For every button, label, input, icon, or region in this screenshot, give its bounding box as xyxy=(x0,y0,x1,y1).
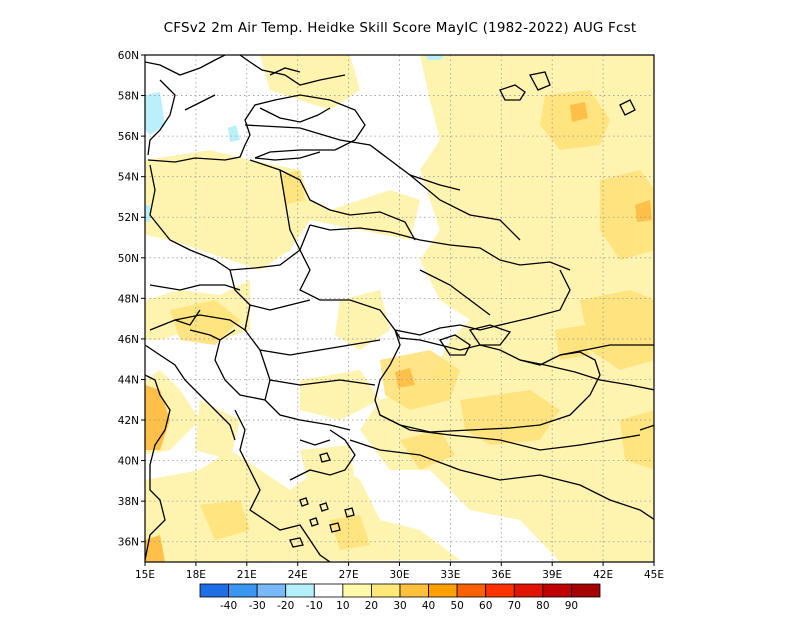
latitude-label: 36N xyxy=(118,537,139,549)
longitude-label: 18E xyxy=(186,569,206,581)
longitude-label: 21E xyxy=(237,569,257,581)
colorbar-swatch xyxy=(342,583,372,598)
colorbar-label: 30 xyxy=(393,600,406,612)
colorbar-swatch xyxy=(542,583,572,598)
coastlines-and-borders xyxy=(145,55,654,562)
longitude-label: 36E xyxy=(491,569,511,581)
colorbar-swatch xyxy=(399,583,429,598)
colorbar-label: -30 xyxy=(249,600,266,612)
colorbar-label: 80 xyxy=(536,600,549,612)
colorbar-label: 10 xyxy=(336,600,349,612)
latitude-label: 58N xyxy=(118,91,139,103)
colorbar-swatch xyxy=(485,583,515,598)
colorbar-swatch xyxy=(371,583,401,598)
latitude-label: 46N xyxy=(118,334,139,346)
colorbar-label: -20 xyxy=(277,600,294,612)
latitude-label: 60N xyxy=(118,50,139,62)
longitude-label: 42E xyxy=(593,569,613,581)
map-title: CFSv2 2m Air Temp. Heidke Skill Score Ma… xyxy=(163,20,637,36)
latitude-labels: 60N 58N 56N 54N 52N 50N 48N 46N 44N 42N 40N 38N 36N xyxy=(118,50,145,549)
latitude-label: 52N xyxy=(118,212,139,224)
colorbar-swatch xyxy=(571,583,601,598)
colorbar-label: -40 xyxy=(220,600,237,612)
latitude-label: 48N xyxy=(118,293,139,305)
colorbar: -40 -30 -20 -10 10 20 30 40 50 60 70 80 90 xyxy=(199,583,601,612)
latitude-label: 54N xyxy=(118,172,139,184)
colorbar-label: 40 xyxy=(422,600,435,612)
colorbar-label: -10 xyxy=(306,600,323,612)
latitude-label: 44N xyxy=(118,374,139,386)
colorbar-swatch xyxy=(256,583,287,598)
longitude-label: 33E xyxy=(440,569,460,581)
longitude-label: 39E xyxy=(542,569,562,581)
colorbar-swatch xyxy=(513,583,544,598)
longitude-labels: 15E 18E 21E 24E 27E 30E 33E 36E 39E 42E 45E xyxy=(135,562,664,581)
colorbar-swatch xyxy=(456,583,487,598)
colorbar-label: 60 xyxy=(479,600,492,612)
colorbar-swatch xyxy=(199,583,229,598)
longitude-label: 27E xyxy=(339,569,359,581)
latitude-label: 42N xyxy=(118,415,139,427)
latitude-label: 50N xyxy=(118,253,139,265)
colorbar-swatch xyxy=(313,583,344,598)
colorbar-swatch xyxy=(428,583,458,598)
colorbar-label: 20 xyxy=(365,600,378,612)
longitude-label: 30E xyxy=(390,569,410,581)
colorbar-swatch xyxy=(285,583,315,598)
colorbar-label: 90 xyxy=(565,600,578,612)
latitude-label: 56N xyxy=(118,131,139,143)
colorbar-swatch xyxy=(228,583,258,598)
longitude-label: 45E xyxy=(644,569,664,581)
latitude-label: 40N xyxy=(118,456,139,468)
latitude-label: 38N xyxy=(118,496,139,508)
graticule xyxy=(145,55,654,562)
longitude-label: 15E xyxy=(135,569,155,581)
colorbar-label: 50 xyxy=(450,600,463,612)
colorbar-label: 70 xyxy=(508,600,521,612)
longitude-label: 24E xyxy=(288,569,308,581)
